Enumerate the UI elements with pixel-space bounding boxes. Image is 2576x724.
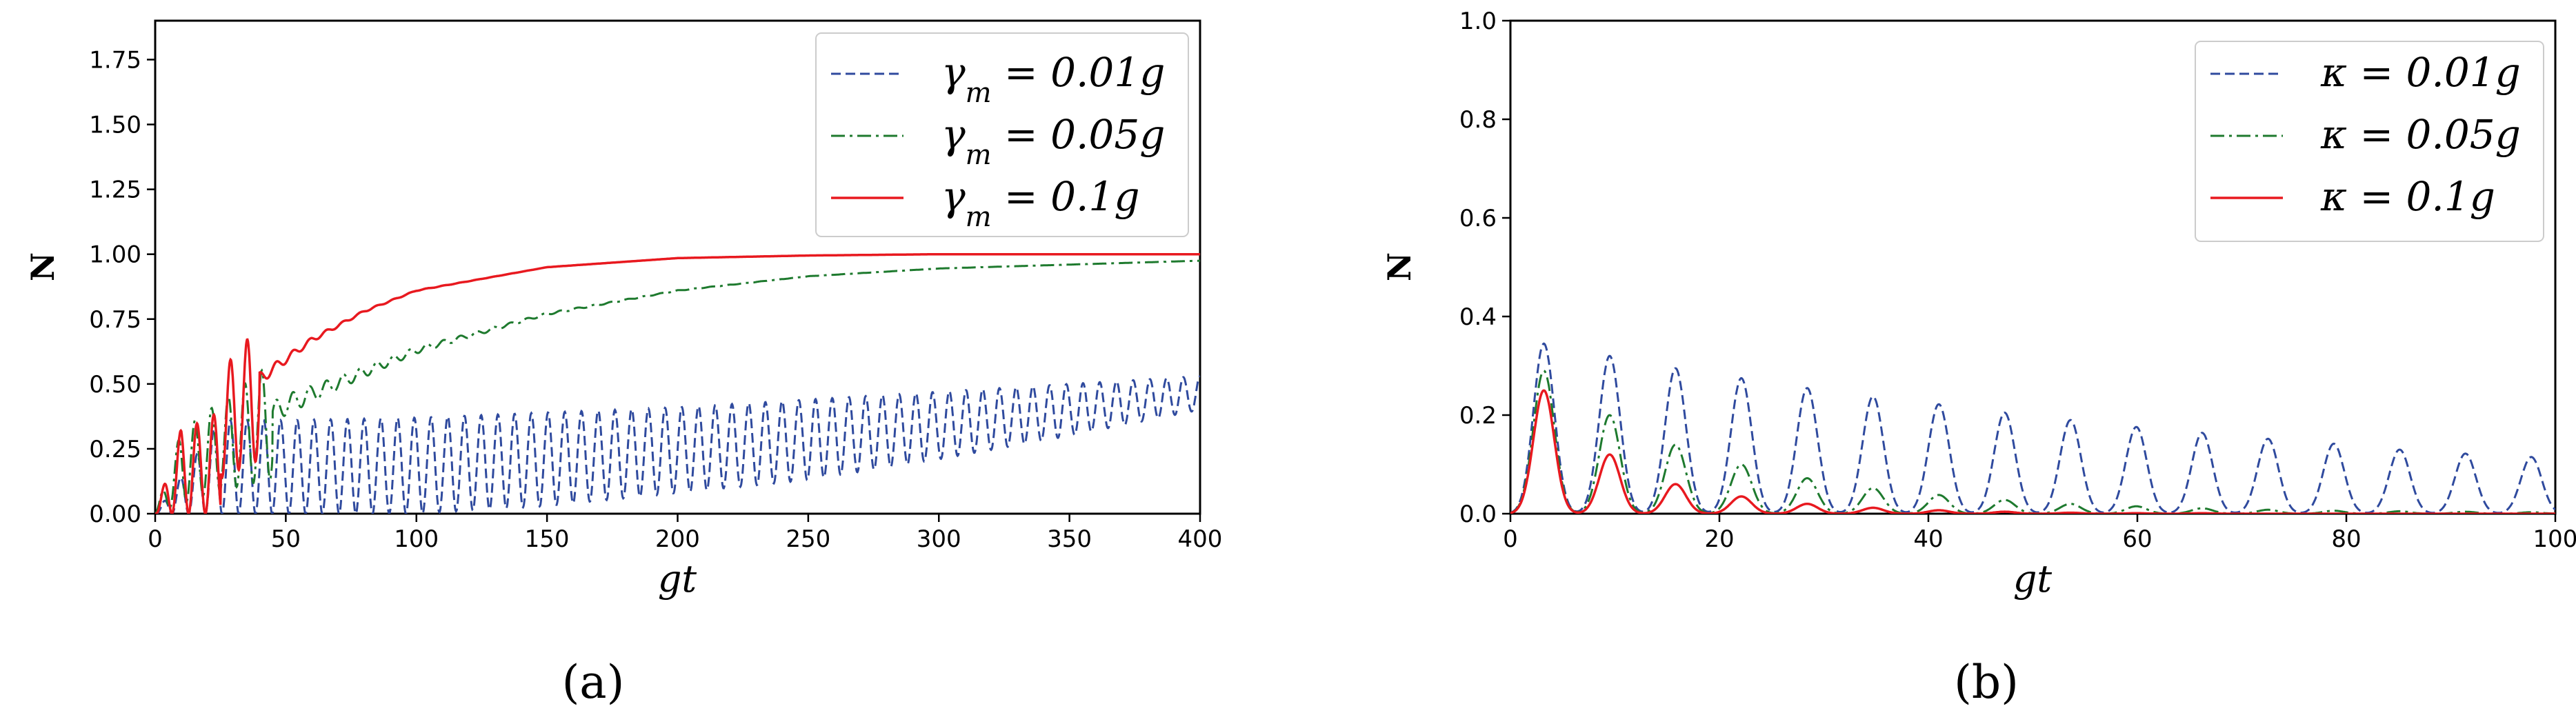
panel-b-y-axis-label: N bbox=[1381, 252, 1418, 281]
panel-a-x-tick-label: 0 bbox=[148, 525, 163, 553]
panel-a-x-tick-label: 100 bbox=[394, 525, 439, 553]
panel-a-y-tick-label: 0.50 bbox=[89, 371, 141, 399]
panel-a-legend-box bbox=[815, 32, 1189, 237]
panel-b-y-tick-label: 1.0 bbox=[1459, 8, 1497, 35]
panel-a-x-tick-label: 150 bbox=[525, 525, 570, 553]
series-line-a-1 bbox=[155, 259, 1200, 514]
panel-a-x-tick-label: 250 bbox=[786, 525, 830, 553]
panel-b-x-axis-label: gt bbox=[2013, 557, 2053, 601]
panel-a-x-tick-label: 300 bbox=[917, 525, 961, 553]
panel-a-legend: γm = 0.01g γm = 0.05g γm = 0.1g bbox=[815, 32, 1189, 237]
panel-b-y-tick-label: 0.6 bbox=[1459, 205, 1497, 232]
panel-a-y-tick-label: 1.00 bbox=[89, 241, 141, 269]
panel-b-y-tick-label: 0.4 bbox=[1459, 303, 1497, 331]
legend-label-kappa-0.01: κ = 0.01g bbox=[2320, 49, 2521, 96]
panel-b-y-tick-label: 0.8 bbox=[1459, 106, 1497, 134]
panel-b-x-tick-label: 40 bbox=[1913, 525, 1943, 553]
panel-b-ticks: 0 20 40 60 80 100 0.0 0.2 0.4 0.6 0.8 1.0 bbox=[1459, 8, 2576, 553]
panel-b-x-tick-label: 60 bbox=[2122, 525, 2152, 553]
panel-a: 0 50 100 150 200 250 300 350 400 0.00 0.25 0.50 0.75… bbox=[24, 19, 1222, 709]
panel-a-x-tick-label: 200 bbox=[655, 525, 700, 553]
panel-a-x-tick-label: 50 bbox=[271, 525, 301, 553]
panel-b-y-tick-label: 0.2 bbox=[1459, 402, 1497, 430]
panel-a-ticks: 0 50 100 150 200 250 300 350 400 0.00 0.25 0.50 0.75… bbox=[89, 46, 1222, 553]
panel-a-y-tick-label: 0.75 bbox=[89, 306, 141, 334]
panel-b-x-tick-label: 80 bbox=[2331, 525, 2361, 553]
panel-a-y-tick-label: 0.00 bbox=[89, 501, 141, 528]
panel-b-legend: κ = 0.01g κ = 0.05g κ = 0.1g bbox=[2195, 41, 2544, 242]
panel-a-y-tick-label: 1.25 bbox=[89, 177, 141, 204]
series-line-a-0 bbox=[155, 375, 1200, 514]
panel-a-caption: (a) bbox=[562, 656, 625, 709]
panel-b-legend-box bbox=[2195, 41, 2544, 242]
legend-label-gamma-0.01: γm = 0.01g bbox=[941, 49, 1165, 109]
panel-a-y-axis-label: N bbox=[24, 252, 61, 281]
legend-label-kappa-0.1: κ = 0.1g bbox=[2320, 173, 2495, 220]
panel-a-y-tick-label: 1.75 bbox=[89, 46, 141, 74]
panel-b-y-tick-label: 0.0 bbox=[1459, 501, 1497, 528]
panel-b-caption: (b) bbox=[1954, 656, 2019, 709]
series-line-b-2 bbox=[1510, 389, 2555, 514]
series-line-b-0 bbox=[1510, 342, 2555, 514]
panel-a-x-tick-label: 400 bbox=[1178, 525, 1223, 553]
panel-b-x-tick-label: 0 bbox=[1503, 525, 1518, 553]
panel-a-x-axis-label: gt bbox=[658, 557, 697, 601]
series-line-a-2 bbox=[155, 252, 1200, 514]
panel-a-y-tick-label: 0.25 bbox=[89, 436, 141, 463]
legend-label-kappa-0.05: κ = 0.05g bbox=[2320, 111, 2521, 158]
legend-label-gamma-0.1: γm = 0.1g bbox=[941, 173, 1139, 233]
legend-label-gamma-0.05: γm = 0.05g bbox=[941, 111, 1165, 171]
panel-b-series bbox=[1510, 342, 2555, 514]
panel-a-series bbox=[155, 252, 1200, 514]
panel-a-x-tick-label: 350 bbox=[1047, 525, 1092, 553]
panel-b-x-tick-label: 100 bbox=[2533, 525, 2576, 553]
panel-b-x-tick-label: 20 bbox=[1704, 525, 1734, 553]
panel-a-y-tick-label: 1.50 bbox=[89, 112, 141, 139]
